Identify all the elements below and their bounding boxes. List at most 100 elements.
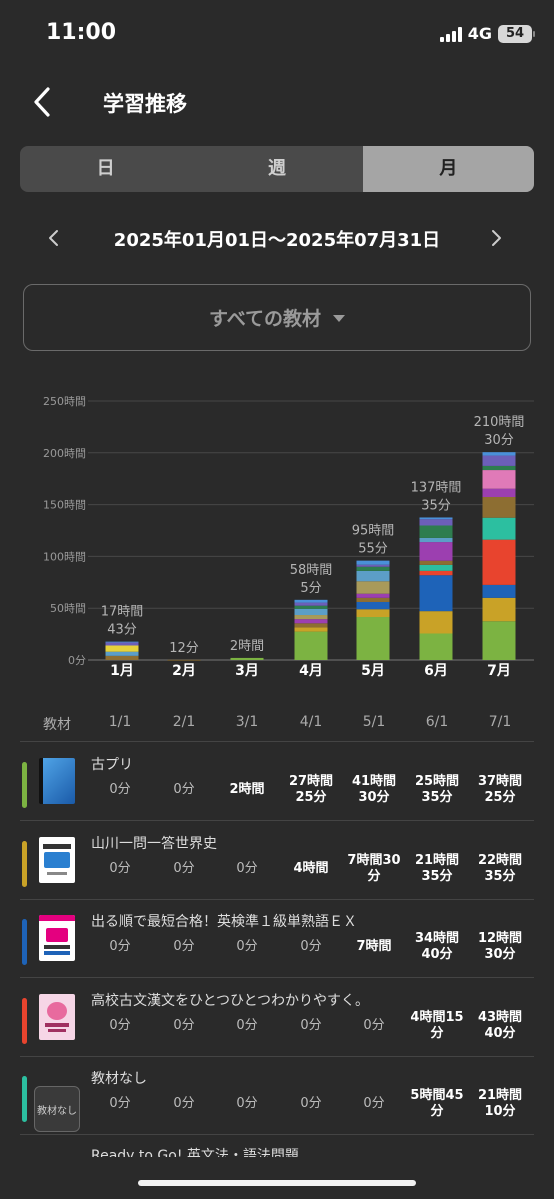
total-label: 58時間	[290, 563, 333, 578]
bar-segment	[356, 609, 390, 618]
material-name: 出る順で最短合格！英検準１級単熟語ＥＸ	[91, 914, 357, 930]
time-cell: 0分	[300, 939, 322, 954]
column-header: 1/1	[108, 714, 132, 730]
column-header: 4/1	[299, 714, 323, 730]
status-indicators: 4G 54	[439, 24, 535, 43]
bar-segment	[419, 525, 453, 538]
bar-segment	[294, 627, 328, 632]
y-tick-label: 250時間	[43, 395, 86, 408]
bar-segment	[105, 641, 139, 643]
x-tick-label: 7月	[487, 663, 511, 679]
chevron-left-icon[interactable]	[28, 84, 58, 120]
material-filter-dropdown[interactable]: すべての教材	[23, 284, 531, 351]
time-cell: 0分	[109, 782, 131, 797]
bar-segment	[419, 542, 453, 561]
bar-segment	[419, 633, 453, 660]
material-filter-label: すべての教材	[209, 308, 321, 330]
total-label: 55分	[358, 542, 388, 557]
bar-segment	[419, 564, 453, 571]
y-tick-label: 150時間	[43, 499, 86, 512]
time-cell: 0分	[109, 1017, 131, 1033]
bar-segment	[356, 581, 390, 594]
bar-segment	[105, 642, 139, 646]
tab-week[interactable]: 週	[267, 158, 286, 179]
column-header: 2/1	[172, 714, 196, 730]
time-cell: 0分	[173, 860, 195, 876]
caret-down-icon	[332, 315, 345, 322]
divider	[20, 820, 534, 821]
material-name: 山川一問一答世界史	[91, 835, 217, 852]
bar-segment	[482, 455, 516, 466]
bar-segment	[419, 537, 453, 543]
bar-segment	[356, 564, 390, 567]
bar-segment	[167, 659, 201, 661]
column-header: 3/1	[235, 714, 259, 730]
bar-segment	[294, 608, 328, 616]
x-tick-label: 5月	[361, 663, 385, 679]
material-row[interactable]: 古プリ 0分 0分 2時間 27時間 25分 41時間 30分 25時間 35分 37時間 2…	[0, 742, 554, 820]
bar-segment	[482, 470, 516, 489]
material-name: 高校古文漢文をひとつひとつわかりやすく。	[91, 992, 370, 1009]
divider	[20, 977, 534, 978]
bar-segment	[482, 621, 516, 660]
material-row[interactable]: 高校古文漢文をひとつひとつわかりやすく。 0分 0分 0分 0分 0分 4時間15 分 43時…	[0, 978, 554, 1056]
stacked-bar-chart: 0分 50時間 100時間 150時間 200時間 250時間 17時間 43分 1月 12分 2月…	[43, 395, 534, 679]
page-title: 学習推移	[103, 92, 187, 116]
bar-segment	[294, 599, 328, 603]
bar-segment	[419, 570, 453, 576]
material-row[interactable]: 教材なし 教材なし 0分 0分 0分 0分 0分 5時間45 分 21時間 10分	[0, 1056, 554, 1134]
time-cell: 0分	[236, 939, 258, 954]
bar-segment	[482, 452, 516, 456]
y-tick-label: 200時間	[43, 447, 86, 460]
date-range-row: 2025年01月01日〜2025年07月31日	[0, 218, 554, 258]
time-cell: 27時間 25分	[288, 774, 334, 805]
time-cell: 41時間 30分	[351, 774, 397, 805]
time-cell: 0分	[173, 1017, 195, 1033]
bar-segment	[356, 617, 390, 660]
monthly-study-chart: 0分 50時間 100時間 150時間 200時間 250時間 17時間 43分 1月 12分 2月…	[0, 385, 554, 685]
material-name: 古プリ	[91, 757, 133, 773]
total-label: 35分	[421, 498, 451, 513]
previous-period-icon[interactable]	[44, 226, 64, 250]
bar-segment	[294, 631, 328, 660]
material-color-indicator	[22, 919, 27, 965]
time-cell: 0分	[363, 1096, 385, 1111]
time-cell: 0分	[363, 1017, 385, 1033]
tab-month[interactable]: 月	[362, 146, 534, 192]
bar-segment	[294, 623, 328, 628]
bar-segment	[105, 651, 139, 656]
divider	[20, 1055, 534, 1057]
material-color-indicator	[22, 1076, 27, 1122]
time-cell: 43時間 40分	[477, 1009, 523, 1041]
divider	[20, 1134, 534, 1135]
tab-day[interactable]: 日	[96, 158, 115, 179]
time-cell: 0分	[236, 1096, 258, 1111]
material-thumbnail: 教材なし	[34, 1086, 80, 1132]
period-segmented-control: 日 週 月	[20, 146, 534, 192]
x-tick-label: 4月	[299, 663, 323, 679]
divider	[20, 898, 534, 900]
next-period-icon[interactable]	[486, 226, 506, 250]
bar-segment	[105, 645, 139, 652]
time-cell: 37時間 25分	[477, 774, 523, 805]
time-cell: 2時間	[229, 782, 265, 797]
y-tick-label: 50時間	[50, 602, 86, 615]
bar-segment	[356, 593, 390, 598]
bar-segment	[482, 517, 516, 540]
time-cell: 25時間 35分	[414, 774, 460, 805]
material-color-indicator	[22, 840, 27, 887]
status-bar: 11:00 4G 54	[0, 0, 554, 70]
material-name: 教材なし	[91, 1071, 147, 1087]
network-type: 4G	[467, 24, 492, 43]
divider	[20, 741, 534, 742]
battery-icon: 54	[498, 24, 535, 43]
time-cell: 22時間 35分	[477, 852, 523, 884]
material-row[interactable]: 出る順で最短合格！英検準１級単熟語ＥＸ 0分 0分 0分 0分 7時間 34時間 40分 12…	[0, 899, 554, 977]
bar-segment	[294, 619, 328, 624]
bar-segment	[294, 615, 328, 620]
x-tick-label: 6月	[424, 663, 448, 679]
bar-segment	[419, 575, 453, 612]
column-header: 7/1	[488, 714, 512, 730]
time-cell: 12時間 30分	[477, 931, 523, 962]
material-row[interactable]: 山川一問一答世界史 0分 0分 0分 4時間 7時間30 分 21時間 35分 22時間 35…	[0, 821, 554, 899]
